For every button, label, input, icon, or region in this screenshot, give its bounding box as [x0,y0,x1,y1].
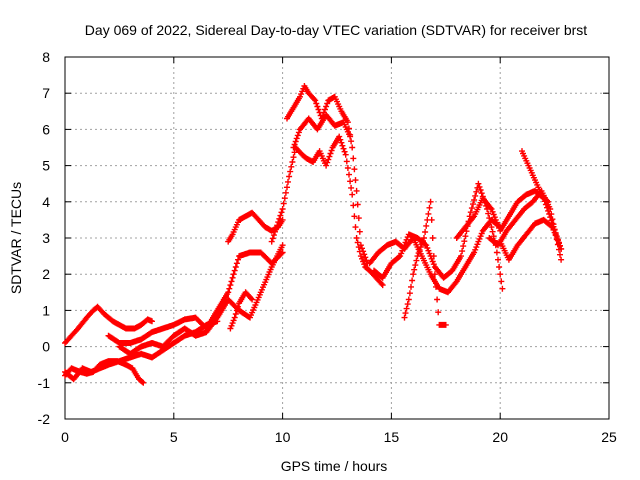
x-tick-label: 20 [492,429,508,445]
x-tick-label: 25 [601,429,617,445]
y-tick-label: 0 [42,339,50,355]
data-point-markers [116,242,286,357]
y-tick-label: 6 [42,121,50,137]
y-tick-labels: -2 -1 0 1 2 3 4 5 6 7 8 [38,49,51,427]
series-trace-7 [227,289,256,332]
data-point-markers [497,216,565,263]
grid [65,57,609,419]
axis-ticks [64,56,610,420]
series-trace-17 [519,148,552,205]
chart-title: Day 069 of 2022, Sidereal Day-to-day VTE… [85,22,587,38]
series-trace-16 [497,216,565,263]
x-tick-labels: 0 5 10 15 20 25 [61,429,617,445]
data-point-markers [62,318,221,383]
x-tick-label: 15 [384,429,400,445]
x-axis-label: GPS time / hours [281,458,388,474]
data-point-markers [290,111,354,151]
y-tick-label: 7 [42,85,50,101]
y-tick-label: 8 [42,49,50,65]
y-tick-label: 2 [42,266,50,282]
series-trace-10 [290,111,354,151]
series-trace-4 [105,249,286,346]
y-tick-label: -2 [38,411,51,427]
data-point-markers [371,180,506,292]
data-point-markers [62,358,147,386]
series-trace-2 [62,358,147,386]
data-point-markers [105,249,286,346]
data-series [62,83,565,386]
data-point-markers [62,303,155,346]
series-trace-12 [371,180,506,292]
y-tick-label: 4 [42,194,50,210]
x-tick-label: 5 [170,429,178,445]
series-trace-13 [401,198,449,328]
y-tick-label: 5 [42,158,50,174]
data-point-markers [227,289,256,332]
y-tick-label: -1 [38,375,51,391]
y-tick-label: 1 [42,302,50,318]
series-trace-1 [62,303,155,346]
data-point-markers [519,148,552,205]
data-point-markers [284,83,371,267]
x-tick-label: 10 [275,429,291,445]
x-tick-label: 0 [61,429,69,445]
y-tick-label: 3 [42,230,50,246]
y-axis-label: SDTVAR / TECUs [8,182,24,294]
data-point-markers [401,198,449,328]
series-trace-9 [284,83,371,267]
series-trace-5 [116,242,286,357]
series-trace-3 [62,318,221,383]
